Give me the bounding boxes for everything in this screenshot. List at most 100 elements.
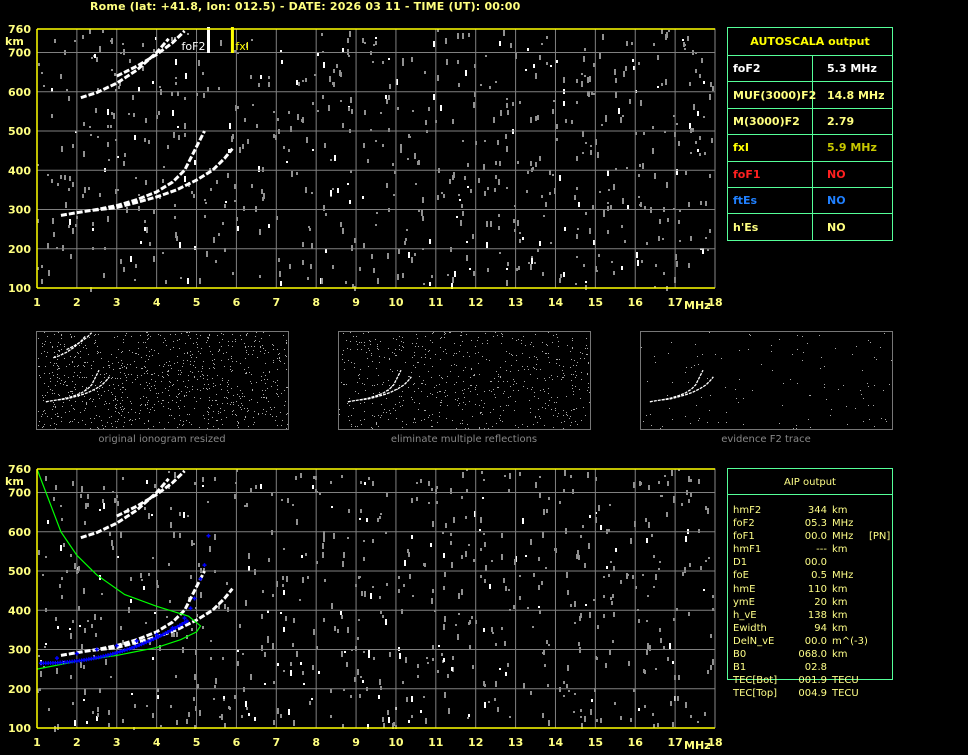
noise-dot (287, 498, 289, 503)
noise-dot (437, 670, 439, 673)
noise-dot (423, 283, 425, 285)
noise-dot (549, 362, 550, 363)
noise-dot (478, 363, 479, 364)
noise-dot (454, 384, 455, 385)
noise-dot (635, 132, 637, 135)
noise-dot (204, 199, 206, 201)
noise-dot (159, 86, 161, 88)
noise-dot (542, 652, 544, 654)
noise-dot (194, 725, 196, 729)
noise-dot (843, 385, 844, 386)
noise-dot (224, 366, 225, 367)
noise-dot (425, 357, 426, 358)
noise-dot (424, 71, 426, 74)
noise-dot (67, 385, 68, 386)
noise-dot (283, 590, 285, 595)
noise-dot (681, 503, 683, 506)
noise-dot (257, 402, 258, 403)
noise-dot (375, 224, 377, 226)
noise-dot (306, 137, 308, 143)
noise-dot (71, 405, 72, 406)
noise-dot (403, 342, 404, 343)
noise-dot (588, 383, 589, 384)
noise-dot (559, 365, 560, 366)
noise-dot (431, 377, 432, 378)
noise-dot (672, 661, 674, 664)
noise-dot (131, 424, 132, 425)
noise-dot (236, 415, 237, 416)
noise-dot (86, 388, 87, 389)
noise-dot (537, 249, 539, 252)
noise-dot (470, 189, 472, 193)
noise-dot (218, 411, 219, 412)
noise-dot (197, 389, 198, 390)
noise-dot (115, 407, 116, 408)
noise-dot (180, 420, 181, 421)
noise-dot (98, 352, 99, 353)
noise-dot (178, 394, 179, 395)
noise-dot (107, 142, 109, 147)
noise-dot (683, 42, 685, 47)
noise-dot (552, 342, 553, 343)
noise-dot (516, 360, 517, 361)
noise-dot (690, 479, 692, 482)
noise-dot (585, 212, 587, 215)
autoscala-key: M(3000)F2 (728, 108, 813, 135)
noise-dot (358, 393, 359, 394)
noise-dot (110, 40, 112, 42)
noise-dot (559, 175, 561, 181)
noise-dot (473, 559, 475, 562)
noise-dot (688, 499, 690, 503)
noise-dot (549, 192, 551, 195)
noise-dot (176, 402, 177, 403)
noise-dot (189, 391, 190, 392)
noise-dot (563, 101, 565, 106)
noise-dot (120, 259, 122, 264)
noise-dot (587, 354, 588, 355)
noise-dot (469, 620, 471, 624)
noise-dot (97, 713, 99, 717)
noise-dot (300, 662, 302, 665)
noise-dot (234, 184, 236, 189)
noise-dot (207, 375, 208, 376)
noise-dot (382, 144, 384, 147)
x-tick-label: 1 (33, 736, 41, 749)
noise-dot (830, 415, 831, 416)
noise-dot (534, 396, 535, 397)
noise-dot (317, 110, 319, 112)
noise-dot (166, 345, 167, 346)
noise-dot (213, 426, 214, 427)
noise-dot (130, 419, 131, 420)
noise-dot (84, 396, 85, 397)
noise-dot (251, 399, 252, 400)
noise-dot (380, 513, 382, 515)
noise-dot (321, 33, 323, 36)
noise-dot (396, 79, 398, 85)
noise-dot (200, 390, 201, 391)
noise-dot (407, 549, 409, 553)
noise-dot (386, 398, 387, 399)
echo-trace (649, 369, 704, 403)
noise-dot (422, 383, 423, 384)
noise-dot (333, 533, 335, 539)
noise-dot (376, 422, 377, 423)
noise-dot (639, 164, 641, 167)
noise-dot (37, 689, 39, 693)
noise-dot (667, 218, 669, 222)
noise-dot (524, 369, 525, 370)
noise-dot (444, 616, 446, 622)
noise-dot (571, 380, 572, 381)
noise-dot (874, 426, 875, 427)
noise-dot (173, 347, 174, 348)
noise-dot (123, 49, 125, 55)
noise-dot (121, 397, 122, 398)
noise-dot (484, 428, 485, 429)
noise-dot (536, 357, 537, 358)
noise-dot (154, 373, 155, 374)
noise-dot (261, 645, 263, 651)
noise-dot (620, 117, 622, 123)
noise-dot (509, 473, 511, 479)
noise-dot (572, 489, 574, 494)
noise-dot (515, 425, 516, 426)
noise-dot (120, 389, 121, 390)
